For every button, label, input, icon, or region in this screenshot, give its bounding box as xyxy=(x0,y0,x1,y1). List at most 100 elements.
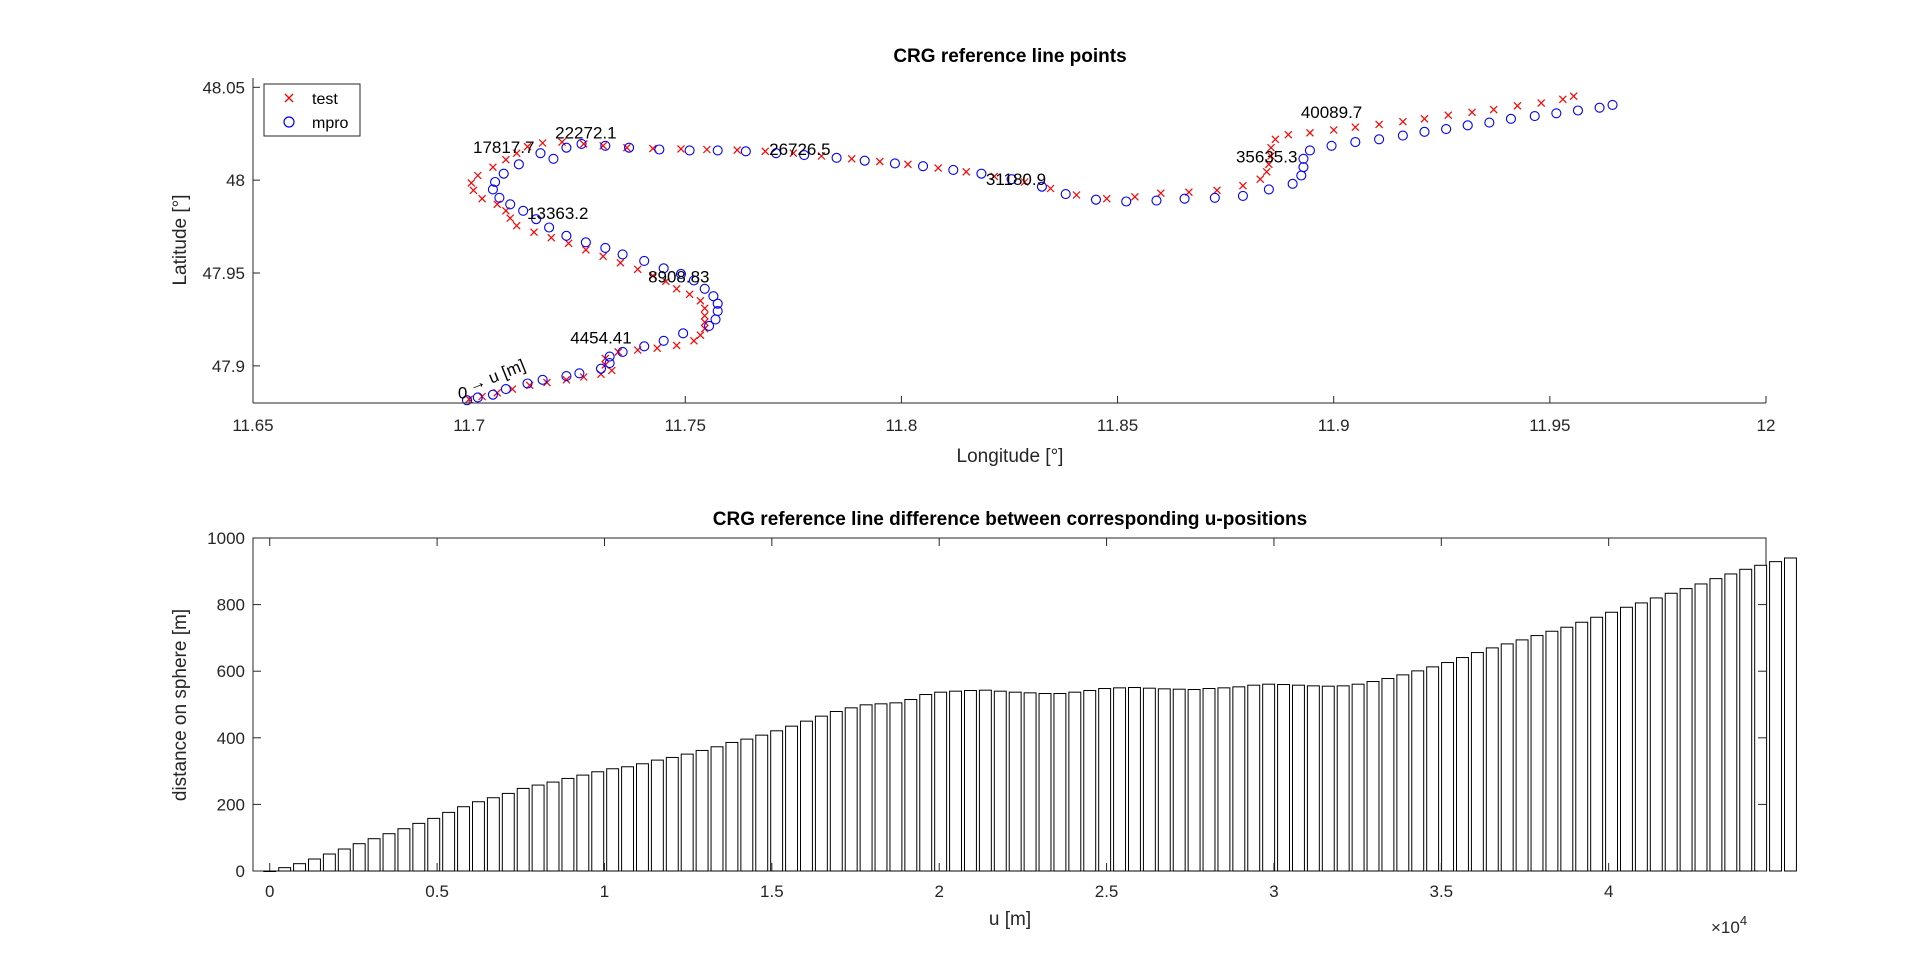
data-point-mpro xyxy=(948,164,959,175)
scatter-y-tick-label: 47.9 xyxy=(212,357,245,376)
bar xyxy=(725,741,739,872)
data-point-test xyxy=(1271,135,1280,144)
bar xyxy=(1172,688,1186,872)
data-point-test xyxy=(1489,105,1498,114)
data-point-mpro xyxy=(712,145,723,156)
bar xyxy=(531,784,545,872)
bar-x-tick-label: 0.5 xyxy=(425,882,449,901)
bar xyxy=(650,759,664,872)
data-point-mpro xyxy=(1374,134,1385,145)
data-point-test xyxy=(761,147,770,156)
data-point-mpro xyxy=(498,168,509,179)
bar xyxy=(1649,597,1663,872)
data-point-mpro xyxy=(1441,124,1452,135)
data-point-test xyxy=(1264,160,1273,169)
data-point-mpro xyxy=(740,146,751,157)
bar xyxy=(1247,684,1261,872)
legend[interactable]: test mpro xyxy=(263,83,361,137)
bar xyxy=(501,792,515,872)
bar xyxy=(1232,686,1246,872)
bar xyxy=(1619,606,1633,872)
bar xyxy=(412,822,426,872)
data-point-test xyxy=(1513,101,1522,110)
annotation-label: 22272.1 xyxy=(555,123,616,142)
data-point-mpro xyxy=(688,275,699,286)
data-point-test xyxy=(702,145,711,154)
annotation-label: 31180.9 xyxy=(986,170,1046,189)
bar xyxy=(844,707,858,872)
data-point-mpro xyxy=(490,176,501,188)
data-point-mpro xyxy=(461,395,473,406)
data-point-test xyxy=(501,155,510,164)
data-point-test xyxy=(690,336,698,345)
data-point-test xyxy=(467,179,476,187)
data-point-test xyxy=(1398,117,1407,126)
bar xyxy=(1068,691,1082,872)
data-point-mpro xyxy=(1298,153,1309,164)
data-point-mpro xyxy=(574,368,585,379)
data-point-test xyxy=(648,271,657,280)
bar xyxy=(740,738,754,872)
data-point-mpro xyxy=(1462,120,1473,131)
bar xyxy=(1470,652,1484,872)
bar xyxy=(1664,592,1678,872)
data-point-test xyxy=(547,233,556,242)
scatter-y-tick-label: 47.95 xyxy=(202,264,245,283)
data-point-test xyxy=(700,318,709,327)
data-point-test xyxy=(523,142,532,151)
data-point-test xyxy=(1558,95,1567,104)
data-point-mpro xyxy=(595,363,607,374)
bar xyxy=(337,848,351,872)
data-point-mpro xyxy=(487,184,498,195)
data-point-test xyxy=(1130,192,1139,201)
scatter-x-tick-label: 11.9 xyxy=(1318,416,1350,435)
data-point-mpro xyxy=(580,237,591,248)
data-point-test xyxy=(903,160,912,169)
bar-x-tick-label: 1.5 xyxy=(760,882,784,901)
bar xyxy=(1530,635,1544,872)
data-point-mpro xyxy=(518,205,529,216)
data-point-test xyxy=(733,146,742,154)
bar xyxy=(1575,621,1589,872)
bar xyxy=(978,689,992,872)
data-point-mpro xyxy=(487,389,498,400)
bar xyxy=(1053,693,1067,872)
bar xyxy=(904,699,918,872)
bar xyxy=(814,715,828,872)
data-point-mpro xyxy=(684,145,695,156)
data-point-test xyxy=(512,149,521,158)
bar xyxy=(263,870,277,872)
bar xyxy=(785,725,799,872)
bar-x-tick-label: 2 xyxy=(934,882,943,901)
data-point-test xyxy=(1239,181,1247,190)
data-point-test xyxy=(506,214,515,223)
data-point-mpro xyxy=(1505,113,1517,124)
data-point-test xyxy=(1351,123,1360,132)
bar-title: CRG reference line difference between co… xyxy=(713,509,1307,530)
data-point-test xyxy=(875,157,884,166)
data-point-mpro xyxy=(617,249,628,260)
bar xyxy=(1351,683,1365,872)
scatter-annotations: 0→ u [m]4454.418908.8313363.217817.72227… xyxy=(458,103,1362,402)
data-point-test xyxy=(543,378,551,387)
data-point-mpro xyxy=(472,392,483,403)
scatter-plot-area xyxy=(253,78,1766,403)
data-point-test xyxy=(607,366,616,375)
bar xyxy=(1008,691,1022,872)
data-point-mpro xyxy=(799,150,810,161)
data-point-test xyxy=(1306,128,1314,137)
bar xyxy=(516,787,530,872)
bar xyxy=(576,774,590,872)
bar xyxy=(322,853,336,872)
data-point-mpro xyxy=(1529,111,1540,122)
bar xyxy=(367,838,381,872)
data-point-test xyxy=(478,194,487,203)
bar xyxy=(1217,687,1231,872)
bar xyxy=(1291,684,1305,872)
data-point-mpro xyxy=(600,242,611,253)
bar xyxy=(1127,687,1141,872)
scatter-x-tick-label: 11.95 xyxy=(1529,416,1570,435)
bar xyxy=(1545,630,1559,872)
bar xyxy=(457,806,471,872)
